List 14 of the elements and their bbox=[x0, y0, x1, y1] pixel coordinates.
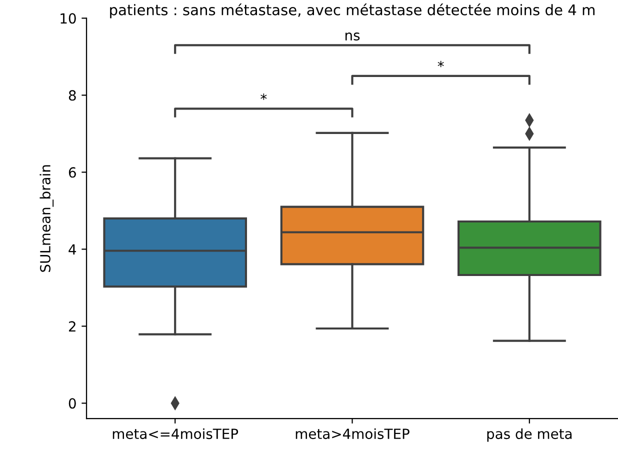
annotation: * bbox=[438, 60, 444, 68]
y-tick-label: 10 bbox=[60, 13, 76, 24]
y-axis-title: SULmean_brain bbox=[40, 165, 54, 272]
y-tick-label: 2 bbox=[68, 321, 76, 332]
x-tick-label: pas de meta bbox=[487, 428, 572, 442]
y-tick-label: 6 bbox=[68, 167, 76, 178]
y-tick-label: 8 bbox=[68, 90, 76, 101]
annotation: ns bbox=[346, 32, 360, 41]
chart-title: patients : sans métastase, avec métastase détectée moins de 4 m bbox=[110, 4, 595, 18]
annotation: * bbox=[260, 94, 267, 100]
y-tick-label: 4 bbox=[68, 244, 76, 254]
x-tick-label: meta>4moisTEP bbox=[296, 428, 410, 440]
x-tick-label: meta<=4moisTEP bbox=[112, 428, 238, 440]
y-tick-label: 0 bbox=[68, 398, 76, 409]
